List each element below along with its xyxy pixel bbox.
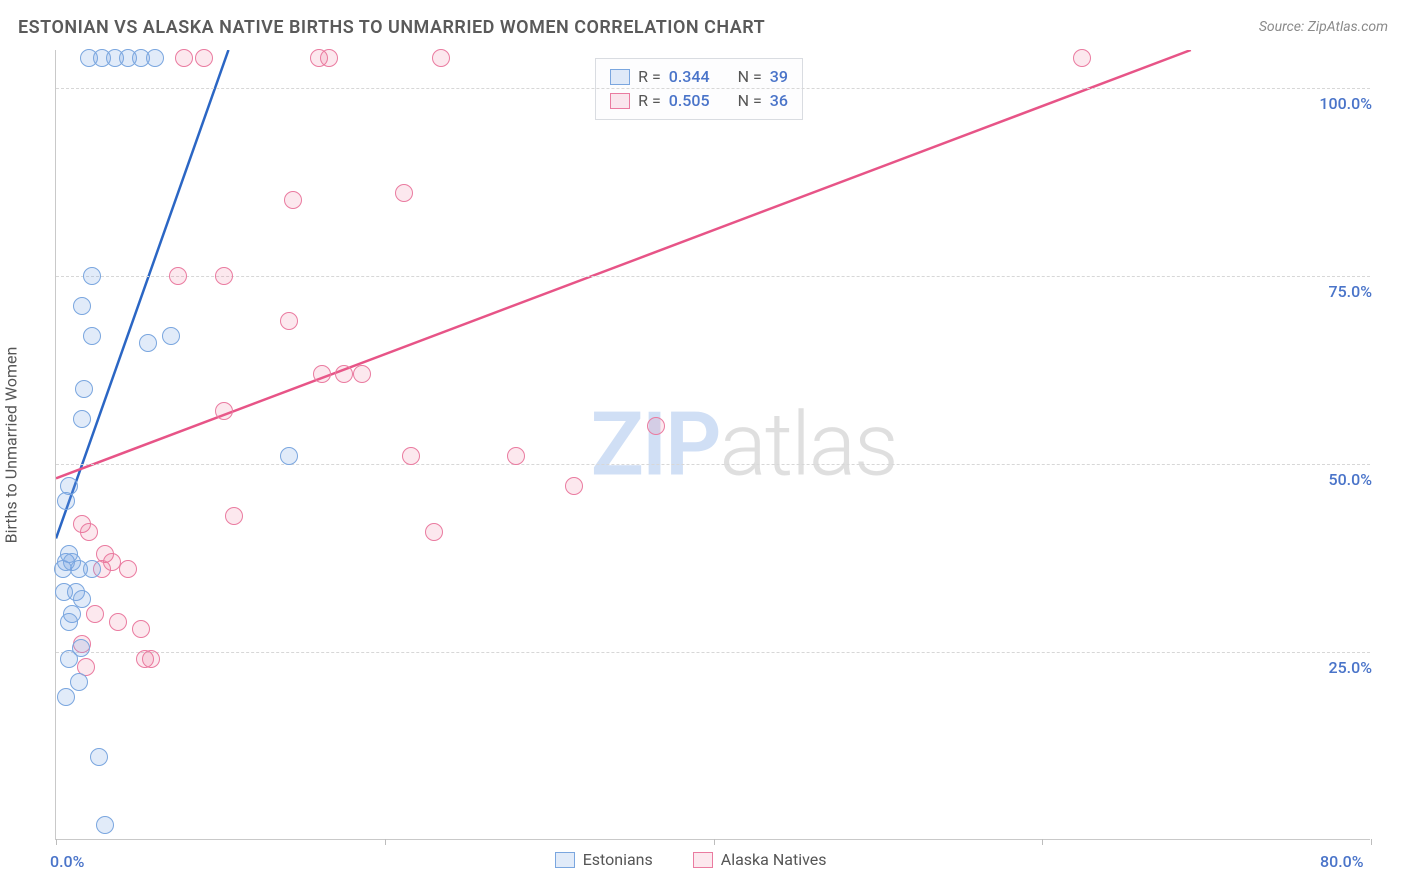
legend-swatch	[555, 852, 575, 868]
legend-r-value: 0.344	[669, 67, 710, 86]
scatter-point-estonians	[90, 748, 108, 766]
scatter-point-alaska	[647, 417, 665, 435]
x-tick	[1371, 839, 1372, 845]
scatter-point-alaska	[335, 365, 353, 383]
x-tick	[1042, 839, 1043, 845]
scatter-point-alaska	[313, 365, 331, 383]
scatter-point-alaska	[195, 49, 213, 67]
x-tick-label-left: 0.0%	[50, 852, 84, 871]
scatter-point-estonians	[83, 267, 101, 285]
scatter-point-estonians	[73, 410, 91, 428]
scatter-point-alaska	[175, 49, 193, 67]
legend-swatch	[610, 69, 630, 85]
legend-n-value: 36	[770, 91, 788, 110]
gridline	[56, 88, 1370, 89]
scatter-point-alaska	[565, 477, 583, 495]
scatter-point-alaska	[215, 402, 233, 420]
scatter-point-estonians	[83, 327, 101, 345]
x-tick-label-right: 80.0%	[1320, 852, 1364, 871]
legend-n-label: N =	[738, 67, 762, 86]
legend-series-label: Alaska Natives	[721, 850, 827, 869]
scatter-point-alaska	[80, 523, 98, 541]
scatter-point-alaska	[320, 49, 338, 67]
scatter-point-alaska	[432, 49, 450, 67]
scatter-point-alaska	[103, 553, 121, 571]
y-tick-label: 25.0%	[1328, 658, 1372, 677]
legend-r-label: R =	[638, 91, 661, 110]
scatter-point-alaska	[132, 620, 150, 638]
legend-n-label: N =	[738, 91, 762, 110]
watermark: ZIPatlas	[591, 393, 897, 496]
scatter-point-estonians	[162, 327, 180, 345]
scatter-point-estonians	[73, 297, 91, 315]
scatter-point-estonians	[146, 49, 164, 67]
chart-container: ESTONIAN VS ALASKA NATIVE BIRTHS TO UNMA…	[0, 0, 1406, 892]
scatter-point-alaska	[395, 184, 413, 202]
legend-series: Estonians Alaska Natives	[555, 850, 827, 869]
trend-lines	[56, 50, 1370, 839]
scatter-point-estonians	[75, 380, 93, 398]
scatter-point-estonians	[139, 334, 157, 352]
y-tick-label: 100.0%	[1319, 94, 1372, 113]
chart-source: Source: ZipAtlas.com	[1259, 19, 1388, 35]
scatter-point-estonians	[60, 613, 78, 631]
gridline	[56, 276, 1370, 277]
scatter-point-alaska	[119, 560, 137, 578]
scatter-point-estonians	[57, 688, 75, 706]
plot-area: ZIPatlas R = 0.344N = 39R = 0.505N = 36 …	[55, 50, 1370, 840]
scatter-point-alaska	[109, 613, 127, 631]
scatter-point-estonians	[72, 639, 90, 657]
scatter-point-estonians	[57, 492, 75, 510]
y-axis-label: Births to Unmarried Women	[2, 347, 21, 544]
x-tick	[385, 839, 386, 845]
chart-title: ESTONIAN VS ALASKA NATIVE BIRTHS TO UNMA…	[18, 17, 765, 38]
legend-corr-row: R = 0.344 N = 39	[610, 65, 788, 89]
scatter-point-alaska	[142, 650, 160, 668]
legend-r-label: R =	[638, 67, 661, 86]
x-tick	[56, 839, 57, 845]
scatter-point-alaska	[353, 365, 371, 383]
scatter-point-estonians	[83, 560, 101, 578]
scatter-point-alaska	[86, 605, 104, 623]
legend-correlation: R = 0.344 N = 39 R = 0.505 N = 36	[595, 58, 803, 120]
scatter-point-alaska	[225, 507, 243, 525]
scatter-point-alaska	[169, 267, 187, 285]
legend-r-value: 0.505	[669, 91, 710, 110]
scatter-point-alaska	[280, 312, 298, 330]
scatter-point-alaska	[215, 267, 233, 285]
legend-series-label: Estonians	[583, 850, 653, 869]
gridline	[56, 652, 1370, 653]
title-bar: ESTONIAN VS ALASKA NATIVE BIRTHS TO UNMA…	[18, 14, 1388, 40]
legend-swatch	[610, 93, 630, 109]
scatter-point-estonians	[70, 673, 88, 691]
y-tick-label: 75.0%	[1328, 282, 1372, 301]
legend-swatch	[693, 852, 713, 868]
y-tick-label: 50.0%	[1328, 470, 1372, 489]
scatter-point-alaska	[284, 191, 302, 209]
scatter-point-estonians	[280, 447, 298, 465]
scatter-point-alaska	[425, 523, 443, 541]
scatter-point-alaska	[402, 447, 420, 465]
scatter-point-alaska	[507, 447, 525, 465]
gridline	[56, 464, 1370, 465]
legend-n-value: 39	[770, 67, 788, 86]
legend-corr-row: R = 0.505 N = 36	[610, 89, 788, 113]
scatter-point-estonians	[96, 816, 114, 834]
legend-series-item: Estonians	[555, 850, 653, 869]
legend-series-item: Alaska Natives	[693, 850, 827, 869]
scatter-point-alaska	[1073, 49, 1091, 67]
x-tick	[714, 839, 715, 845]
